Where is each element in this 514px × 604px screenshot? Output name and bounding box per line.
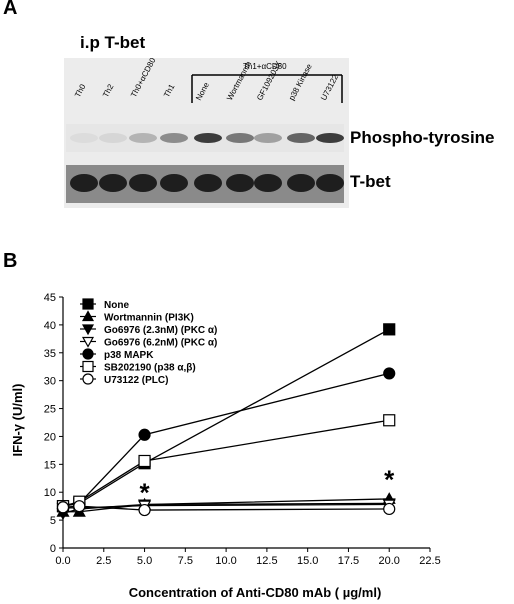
- tbet-band: [226, 174, 254, 192]
- y-tick-label: 30: [44, 376, 56, 388]
- tbet-band: [254, 174, 282, 192]
- phospho-band: [287, 133, 315, 143]
- y-tick-label: 5: [50, 515, 56, 527]
- data-point: [82, 348, 94, 360]
- chart-legend: None Wortmannin (PI3K)Go6976 (2.3nM) (PKC…: [80, 298, 217, 386]
- data-point: [383, 414, 396, 427]
- data-point: [73, 500, 86, 513]
- phospho-band: [194, 133, 222, 143]
- phospho-band: [70, 133, 98, 143]
- phospho-band: [160, 133, 188, 143]
- tbet-band: [99, 174, 127, 192]
- y-tick-label: 20: [44, 431, 56, 443]
- y-tick-label: 40: [44, 320, 56, 332]
- data-point: [138, 503, 151, 517]
- data-point: [81, 336, 95, 348]
- data-point: [82, 298, 94, 310]
- band-label-tbet: T-bet: [350, 172, 391, 191]
- series-line: [62, 505, 390, 511]
- data-point: [56, 501, 70, 514]
- data-point: [81, 310, 95, 322]
- x-axis-label: Concentration of Anti-CD80 mAb ( µg/ml): [129, 585, 382, 600]
- phospho-band: [316, 133, 344, 143]
- y-tick-label: 45: [44, 292, 56, 304]
- data-point: [82, 360, 94, 373]
- significance-asterisk: *: [384, 465, 395, 495]
- phospho-band: [129, 133, 157, 143]
- x-tick-label: 0.0: [55, 555, 70, 567]
- data-point: [383, 323, 396, 336]
- tbet-band: [316, 174, 344, 192]
- panel-b-label: B: [3, 250, 18, 272]
- x-tick-label: 12.5: [256, 555, 277, 567]
- tbet-band: [160, 174, 188, 192]
- data-point: [383, 502, 396, 516]
- x-tick-label: 22.5: [419, 555, 440, 567]
- significance-asterisk: *: [139, 477, 150, 507]
- phospho-band: [254, 133, 282, 143]
- legend-label: Go6976 (2.3nM) (PKC α): [104, 325, 217, 336]
- y-axis-label: IFN-γ (U/ml): [10, 384, 25, 457]
- western-blot: [64, 58, 349, 208]
- series-line: [62, 419, 390, 507]
- group-label: Th1+αCD80: [243, 62, 287, 71]
- band-label-phospho: Phospho-tyrosine: [350, 128, 495, 147]
- data-point: [138, 454, 151, 468]
- data-point: [383, 367, 396, 380]
- phospho-band: [99, 133, 127, 143]
- x-tick-label: 17.5: [338, 555, 359, 567]
- legend-label: U73122 (PLC): [104, 375, 168, 386]
- y-tick-label: 25: [44, 404, 56, 416]
- chart-lines: [62, 328, 390, 515]
- panel-a-label: A: [3, 0, 18, 19]
- x-tick-label: 7.5: [178, 555, 193, 567]
- legend-label: None: [104, 300, 129, 311]
- x-tick-label: 5.0: [137, 555, 152, 567]
- series-line: [63, 503, 390, 509]
- chart-axes: 0.0 2.5 5.0 7.5 10.0 12.5 15.0 17.5 20.0 22.5 0 5 10…: [44, 292, 441, 567]
- legend-label: Go6976 (6.2nM) (PKC α): [104, 338, 217, 349]
- x-tick-label: 10.0: [215, 555, 236, 567]
- y-tick-label: 0: [50, 543, 56, 555]
- chart-markers: [56, 323, 396, 521]
- legend-label: SB202190 (p38 α,β): [104, 363, 196, 374]
- chart-annotations: * *: [139, 465, 395, 508]
- series-line: [62, 372, 390, 507]
- y-tick-label: 35: [44, 348, 56, 360]
- legend-label: Wortmannin (PI3K): [104, 313, 194, 324]
- tbet-band: [129, 174, 157, 192]
- tbet-band: [70, 174, 98, 192]
- legend-label: p38 MAPK: [104, 350, 154, 361]
- y-tick-label: 10: [44, 487, 56, 499]
- data-point: [81, 324, 95, 336]
- phospho-band: [226, 133, 254, 143]
- x-tick-label: 20.0: [379, 555, 400, 567]
- blot-title: i.p T-bet: [80, 33, 146, 52]
- y-tick-label: 15: [44, 459, 56, 471]
- tbet-band: [194, 174, 222, 192]
- tbet-band: [287, 174, 315, 192]
- data-point: [82, 373, 94, 385]
- x-tick-label: 2.5: [96, 555, 111, 567]
- data-point: [138, 428, 151, 441]
- x-tick-label: 15.0: [297, 555, 318, 567]
- blot-bands: [70, 133, 344, 192]
